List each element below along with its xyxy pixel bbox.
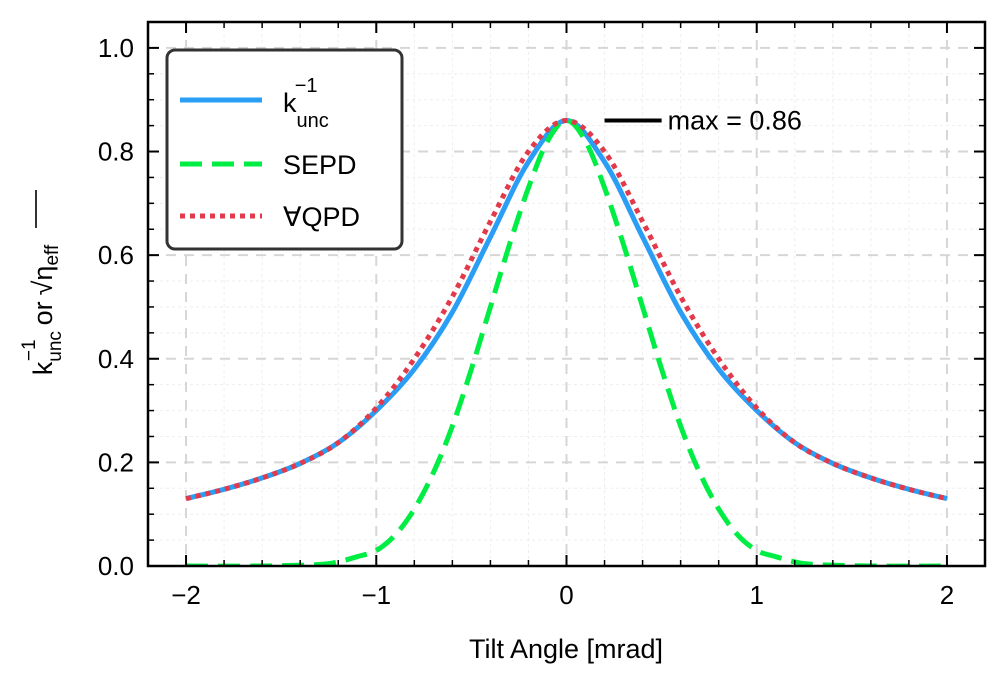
y-tick-label: 0.2 [98, 447, 134, 477]
x-tick-label: 1 [749, 580, 763, 610]
x-axis-label: Tilt Angle [mrad] [469, 634, 663, 664]
y-label-or: or [28, 301, 58, 325]
legend-label-kunc: kunc−1 [283, 75, 329, 132]
series-line-sepd [186, 117, 947, 566]
max-annotation: max = 0.86 [604, 105, 802, 135]
y-tick-label: 1.0 [98, 33, 134, 63]
y-label-eta-sub: eff [42, 244, 63, 266]
y-tick-label: 0.6 [98, 240, 134, 270]
legend-label-qpd: ∀QPD [283, 202, 360, 232]
y-label-k-sub: unc [45, 331, 66, 362]
x-tick-label: −2 [171, 580, 201, 610]
series-line-qpd [185, 117, 948, 502]
y-label-k: k [28, 361, 58, 375]
y-tick-label: 0.0 [98, 551, 134, 581]
x-tick-label: 2 [940, 580, 954, 610]
y-label-k-sup: −1 [19, 339, 40, 361]
tick-labels: −2 −1 0 1 2 0.0 0.2 0.4 0.6 0.8 1.0 [98, 33, 954, 610]
y-label-sqrt-symbol: √ [28, 280, 58, 295]
legend-label-sepd: SEPD [283, 150, 357, 180]
y-tick-label: 0.4 [98, 344, 134, 374]
y-label-eta: η [28, 266, 58, 281]
plot-frame [146, 20, 987, 568]
legend: kunc−1 SEPD ∀QPD [165, 48, 404, 251]
y-axis-label: kunc−1 or √ηeff [19, 244, 66, 375]
y-tick-label: 0.8 [98, 137, 134, 167]
x-tick-label: −1 [361, 580, 391, 610]
max-annotation-label: max = 0.86 [668, 105, 802, 135]
series-layer [185, 117, 948, 566]
x-tick-label: 0 [559, 580, 573, 610]
